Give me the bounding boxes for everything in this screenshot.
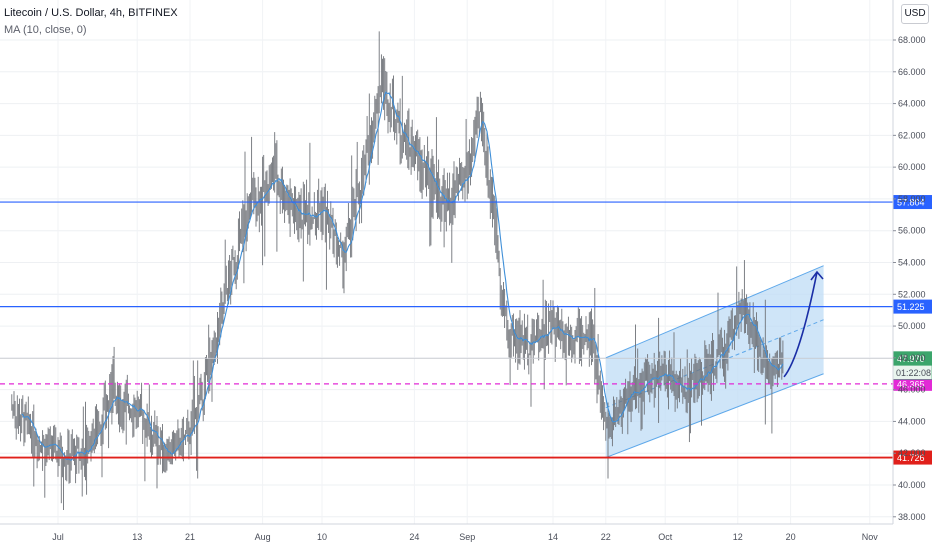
level-price-label (893, 376, 932, 391)
current-price-label (893, 351, 932, 366)
horizontal-levels[interactable]: 57.804 51.225 46.365 41.726 47.970 01:22:08 (0, 195, 932, 465)
level-price-label (893, 450, 932, 465)
time-tick-label: 10 (317, 532, 327, 542)
level-price-label (893, 299, 932, 314)
price-tick-label: 60.000 (898, 162, 926, 172)
time-tick-label: 24 (409, 532, 419, 542)
time-tick-label: 13 (132, 532, 142, 542)
arrow-shaft (783, 271, 818, 378)
time-tick-label: Aug (255, 532, 271, 542)
channel-lower-line (605, 373, 824, 459)
price-tick-label: 40.000 (898, 480, 926, 490)
price-tick-label: 38.000 (898, 512, 926, 522)
price-tick-label: 68.000 (898, 35, 926, 45)
price-tick-label: 58.000 (898, 194, 926, 204)
channel-fill (605, 265, 824, 458)
time-tick-label: Jul (52, 532, 64, 542)
price-tick-label: 64.000 (898, 99, 926, 109)
price-tick-label: 48.000 (898, 353, 926, 363)
current-price-text: 47.970 (897, 354, 925, 364)
price-tick-label: 54.000 (898, 258, 926, 268)
level-price-text: 41.726 (897, 453, 925, 463)
countdown-text: 01:22:08 (896, 368, 931, 378)
channel-upper-line (605, 265, 824, 359)
grid (0, 0, 893, 524)
time-tick-label: 20 (786, 532, 796, 542)
price-tick-label: 52.000 (898, 289, 926, 299)
level-price-label (893, 195, 932, 210)
level-price-text: 46.365 (897, 379, 925, 389)
indicator-legend[interactable]: MA (10, close, 0) (4, 24, 87, 36)
price-tick-label: 56.000 (898, 226, 926, 236)
time-tick-label: 12 (733, 532, 743, 542)
ma-line (21, 91, 784, 461)
time-tick-label: 22 (601, 532, 611, 542)
level-price-text: 51.225 (897, 302, 925, 312)
time-tick-label: 21 (185, 532, 195, 542)
chart-title: Litecoin / U.S. Dollar, 4h, BITFINEX (4, 7, 178, 19)
candles (11, 31, 784, 510)
time-tick-label: Oct (658, 532, 673, 542)
level-price-text: 57.804 (897, 198, 925, 208)
channel-pattern[interactable] (605, 265, 824, 459)
price-tick-label: 46.000 (898, 385, 926, 395)
price-tick-label: 62.000 (898, 130, 926, 140)
time-tick-label: 14 (548, 532, 558, 542)
price-axis (893, 0, 932, 550)
time-tick-label: Sep (459, 532, 475, 542)
price-tick-label: 42.000 (898, 448, 926, 458)
time-tick-label: Nov (862, 532, 879, 542)
arrow-head (810, 270, 824, 281)
currency-button[interactable]: USD (901, 4, 929, 24)
price-tick-label: 44.000 (898, 416, 926, 426)
price-tick-label: 50.000 (898, 321, 926, 331)
projection-arrow[interactable] (783, 270, 824, 378)
price-tick-label: 66.000 (898, 67, 926, 77)
